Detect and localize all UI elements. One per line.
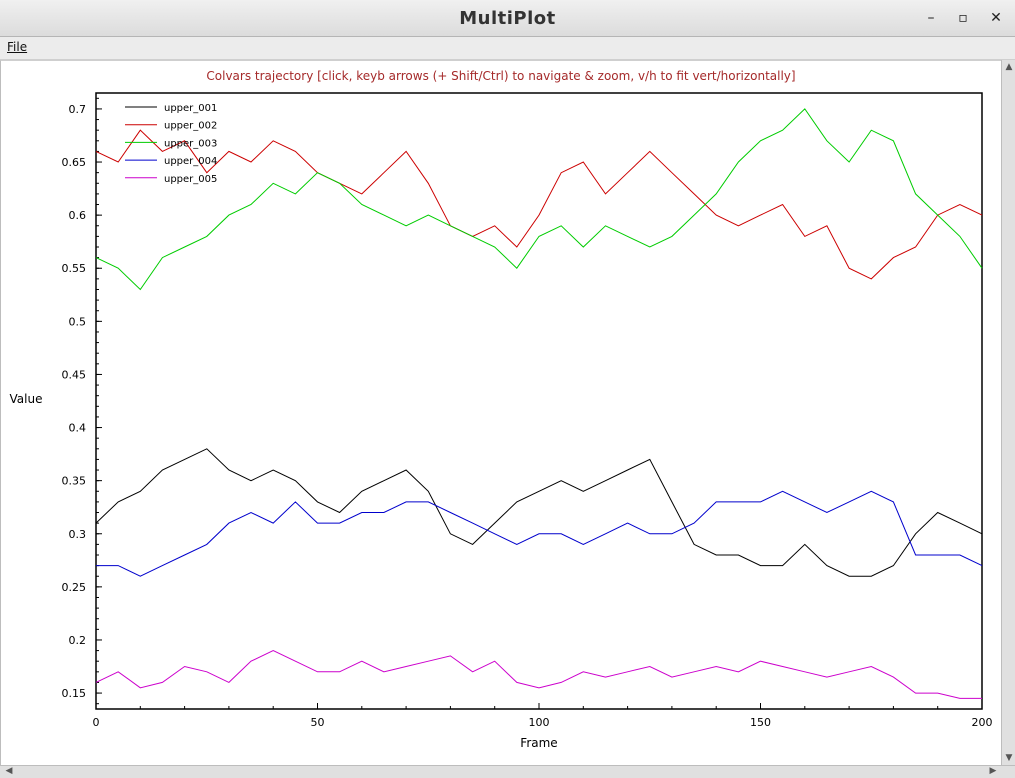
horizontal-scrollbar[interactable]: ◀ ▶ xyxy=(0,765,1015,778)
legend-label: upper_004 xyxy=(164,156,217,167)
y-tick-label: 0.55 xyxy=(62,262,87,275)
series-line-upper_004 xyxy=(96,490,983,577)
y-tick-label: 0.65 xyxy=(62,156,87,169)
x-axis-label: Frame xyxy=(520,736,557,750)
scroll-right-arrow-icon[interactable]: ▶ xyxy=(989,766,997,776)
chart-title: Colvars trajectory [click, keyb arrows (… xyxy=(206,69,795,83)
y-tick-label: 0.6 xyxy=(69,209,87,222)
menu-bar: File xyxy=(0,37,1015,60)
y-tick-label: 0.25 xyxy=(62,581,87,594)
y-axis-ticks: 0.15 0.2 0.25 0.3 0.35 0.4 0.45 0.5 0.55 0.6 0.65 0… xyxy=(62,97,102,705)
scroll-down-arrow-icon[interactable]: ▼ xyxy=(1005,753,1013,763)
menu-file[interactable]: File xyxy=(7,40,28,54)
legend-label: upper_001 xyxy=(164,103,217,114)
plot-canvas[interactable]: Colvars trajectory [click, keyb arrows (… xyxy=(0,60,1002,766)
series-line-upper_001 xyxy=(95,448,983,577)
legend: upper_001 upper_002 upper_003 upper_004uppe… xyxy=(125,103,217,185)
vertical-scrollbar[interactable]: ▲ ▼ xyxy=(1001,60,1015,765)
window-title: MultiPlot xyxy=(459,8,556,29)
y-tick-label: 0.45 xyxy=(62,368,87,381)
series-line-upper_003 xyxy=(95,108,983,291)
x-axis-ticks: 0 50 100 150 200 xyxy=(93,703,993,729)
y-tick-label: 0.5 xyxy=(69,315,87,328)
scroll-up-arrow-icon[interactable]: ▲ xyxy=(1005,62,1013,72)
x-tick-label: 0 xyxy=(93,716,100,729)
x-tick-label: 50 xyxy=(311,716,325,729)
plot-frame xyxy=(95,92,983,710)
maximize-button[interactable]: ▫ xyxy=(958,10,968,26)
series-lines xyxy=(95,108,983,699)
scroll-left-arrow-icon[interactable]: ◀ xyxy=(5,766,13,776)
legend-label: upper_005 xyxy=(164,174,217,185)
y-tick-label: 0.2 xyxy=(69,634,87,647)
legend-label: upper_003 xyxy=(164,138,217,149)
y-tick-label: 0.15 xyxy=(62,687,87,700)
series-line-upper_005 xyxy=(95,650,982,699)
x-tick-label: 150 xyxy=(750,716,771,729)
legend-label: upper_002 xyxy=(164,121,217,132)
y-tick-label: 0.7 xyxy=(69,103,87,116)
x-tick-label: 100 xyxy=(529,716,550,729)
y-tick-label: 0.4 xyxy=(69,422,87,435)
y-axis-label: Value xyxy=(10,392,43,406)
y-tick-label: 0.35 xyxy=(62,475,87,488)
series-line-upper_002 xyxy=(95,129,983,280)
minimize-button[interactable]: – xyxy=(927,10,935,26)
close-button[interactable]: ✕ xyxy=(990,10,1002,26)
x-tick-label: 200 xyxy=(972,716,993,729)
title-bar: MultiPlot – ▫ ✕ xyxy=(0,0,1015,37)
y-tick-label: 0.3 xyxy=(69,528,87,541)
chart-svg[interactable]: Colvars trajectory [click, keyb arrows (… xyxy=(1,61,1002,766)
